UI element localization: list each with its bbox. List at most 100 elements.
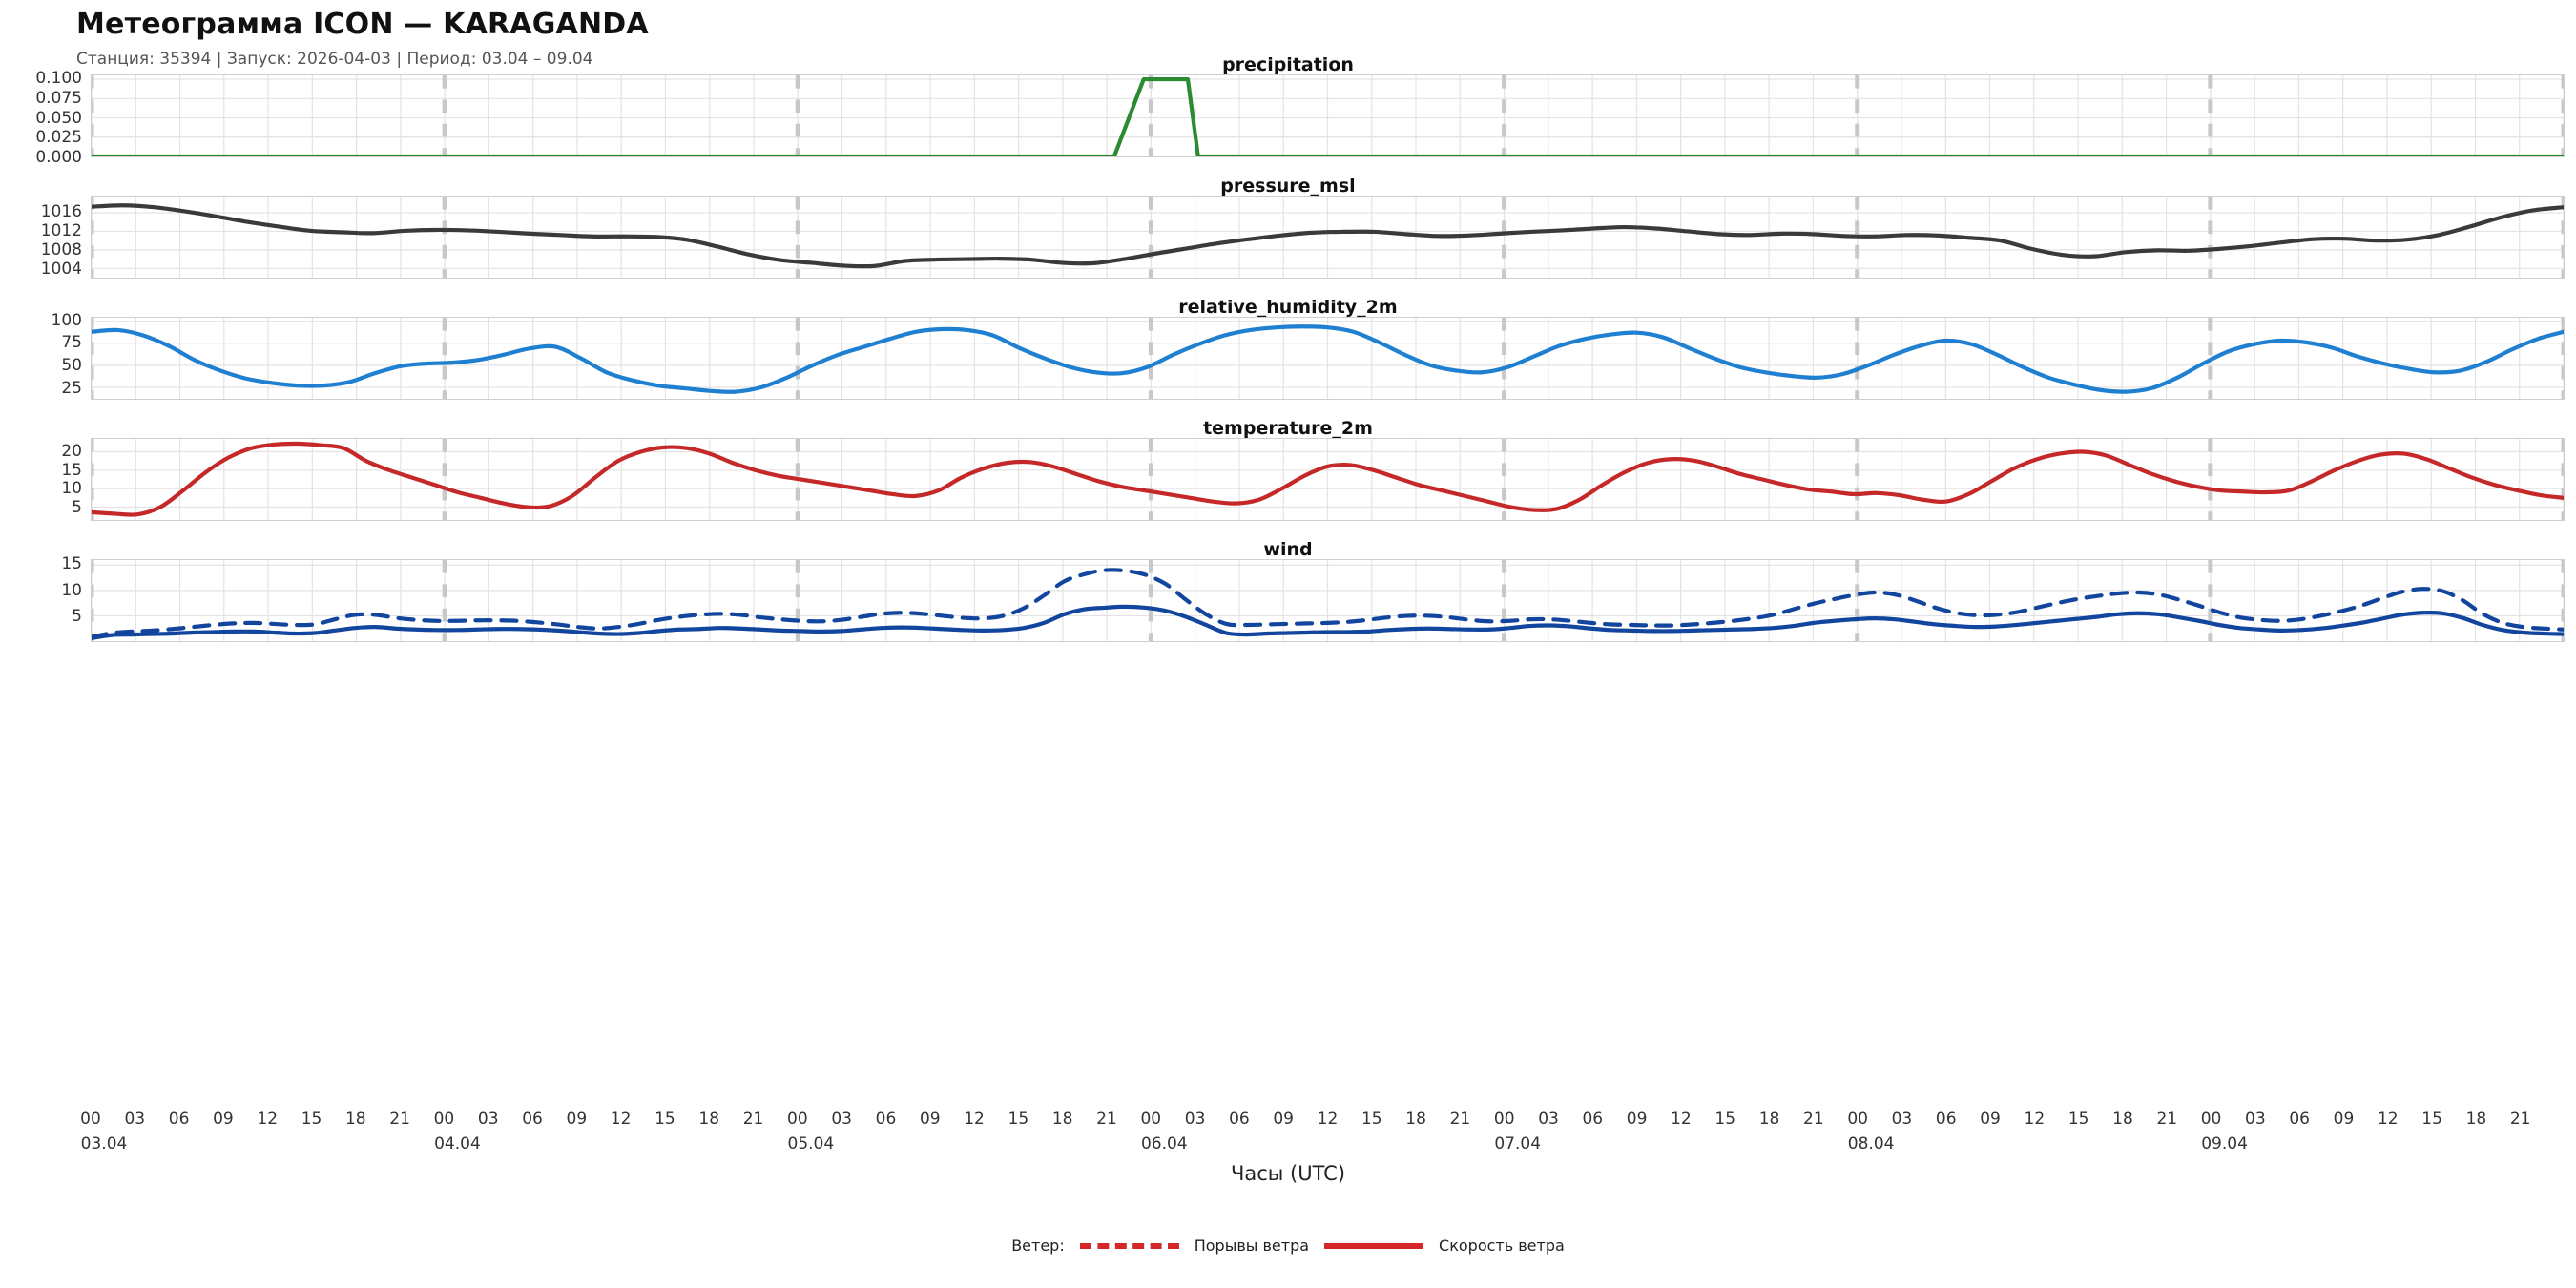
x-day-label: 07.04	[1494, 1134, 1542, 1153]
y-tick-label: 5	[72, 498, 82, 518]
x-hour-tick: 09	[566, 1110, 588, 1129]
x-hour-tick: 12	[2377, 1110, 2399, 1129]
y-tick-label: 1004	[40, 260, 82, 280]
x-hour-tick: 00	[1493, 1110, 1515, 1129]
x-axis-label: Часы (UTC)	[1230, 1162, 1346, 1185]
gust-line-swatch	[1079, 1242, 1179, 1249]
panel-title-wind: wind	[1263, 539, 1313, 560]
y-tick-label: 20	[61, 441, 82, 461]
x-hour-tick: 00	[433, 1110, 455, 1129]
x-hour-tick: 06	[2289, 1110, 2310, 1129]
x-hour-tick: 12	[610, 1110, 632, 1129]
x-hour-tick: 15	[301, 1110, 322, 1129]
speed-line-swatch	[1324, 1242, 1424, 1249]
x-hour-tick: 00	[1847, 1110, 1868, 1129]
y-tick-label: 0.000	[35, 148, 82, 167]
y-tick-label: 0.050	[35, 108, 82, 128]
x-hour-tick: 15	[1008, 1110, 1029, 1129]
y-tick-label: 50	[61, 356, 82, 376]
x-day-label: 09.04	[2201, 1134, 2248, 1153]
y-tick-label: 5	[72, 606, 82, 626]
x-day-label: 06.04	[1140, 1134, 1188, 1153]
y-tick-label: 25	[61, 378, 82, 398]
x-hour-tick: 21	[1096, 1110, 1117, 1129]
x-hour-tick: 18	[2112, 1110, 2133, 1129]
x-hour-tick: 09	[919, 1110, 941, 1129]
plot-area-temperature_2m	[91, 438, 2565, 521]
legend-prefix: Ветер:	[1011, 1236, 1065, 1255]
y-axis-pressure_msl: 1004 1008 1012 1016	[0, 196, 82, 279]
y-tick-label: 100	[51, 310, 82, 330]
panel-title-relative_humidity_2m: relative_humidity_2m	[1178, 297, 1398, 318]
x-hour-tick: 21	[2156, 1110, 2178, 1129]
x-hour-tick: 21	[1449, 1110, 1471, 1129]
x-hour-tick: 18	[2465, 1110, 2487, 1129]
x-hour-tick: 06	[1935, 1110, 1957, 1129]
x-hour-tick: 06	[522, 1110, 543, 1129]
y-tick-label: 10	[61, 580, 82, 600]
legend-speed-label: Скорость ветра	[1439, 1236, 1565, 1255]
x-hour-tick: 09	[2333, 1110, 2355, 1129]
x-hour-tick: 09	[1626, 1110, 1648, 1129]
x-day-label: 03.04	[80, 1134, 128, 1153]
page-subtitle: Станция: 35394 | Запуск: 2026-04-03 | Пе…	[76, 50, 593, 69]
plot-area-precipitation	[91, 74, 2565, 157]
y-tick-label: 1012	[40, 221, 82, 241]
x-hour-tick: 03	[831, 1110, 852, 1129]
x-hour-tick: 21	[742, 1110, 764, 1129]
x-hour-tick: 12	[257, 1110, 279, 1129]
y-tick-label: 75	[61, 333, 82, 353]
panel-title-precipitation: precipitation	[1222, 54, 1354, 75]
x-hour-tick: 12	[2024, 1110, 2046, 1129]
y-axis-temperature_2m: 5 10 15 20	[0, 438, 82, 521]
x-hour-tick: 18	[344, 1110, 366, 1129]
y-tick-label: 1008	[40, 240, 82, 260]
x-hour-tick: 06	[168, 1110, 190, 1129]
wind-legend: Ветер: Порывы ветра Скорость ветра	[0, 1236, 2576, 1255]
x-hour-tick: 03	[477, 1110, 499, 1129]
x-hour-tick: 06	[1582, 1110, 1604, 1129]
plot-area-wind	[91, 559, 2565, 642]
panel-title-temperature_2m: temperature_2m	[1203, 418, 1373, 439]
x-hour-tick: 12	[1671, 1110, 1692, 1129]
x-hour-tick: 12	[964, 1110, 985, 1129]
x-hour-tick: 06	[875, 1110, 897, 1129]
x-hour-tick: 21	[1803, 1110, 1824, 1129]
x-hour-tick: 00	[787, 1110, 808, 1129]
y-tick-label: 10	[61, 479, 82, 499]
x-hour-tick: 06	[1229, 1110, 1250, 1129]
y-axis-precipitation: 0.000 0.025 0.050 0.075 0.100	[0, 69, 82, 167]
x-hour-tick: 09	[213, 1110, 234, 1129]
x-hour-tick: 18	[1758, 1110, 1780, 1129]
y-tick-label: 0.100	[35, 69, 82, 89]
x-hour-tick: 03	[1184, 1110, 1206, 1129]
y-tick-label: 0.075	[35, 88, 82, 108]
x-hour-tick: 00	[80, 1110, 101, 1129]
x-hour-tick: 18	[1051, 1110, 1073, 1129]
x-hour-tick: 15	[654, 1110, 675, 1129]
x-hour-tick: 21	[389, 1110, 410, 1129]
x-day-label: 05.04	[787, 1134, 835, 1153]
y-tick-label: 1016	[40, 202, 82, 222]
x-hour-tick: 03	[2245, 1110, 2266, 1129]
x-hour-tick: 15	[2067, 1110, 2089, 1129]
y-tick-label: 15	[61, 554, 82, 574]
y-axis-relative_humidity_2m: 25 50 75 100	[0, 311, 82, 400]
plot-area-pressure_msl	[91, 196, 2565, 279]
x-hour-tick: 15	[1361, 1110, 1382, 1129]
x-hour-tick: 18	[1405, 1110, 1426, 1129]
x-hour-tick: 15	[2421, 1110, 2442, 1129]
x-hour-tick: 00	[1140, 1110, 1162, 1129]
y-tick-label: 15	[61, 460, 82, 480]
x-hour-tick: 15	[1714, 1110, 1736, 1129]
x-hour-tick: 03	[1538, 1110, 1559, 1129]
x-hour-tick: 09	[1273, 1110, 1295, 1129]
x-hour-tick: 03	[1891, 1110, 1913, 1129]
x-hour-tick: 21	[2509, 1110, 2531, 1129]
legend-gust-label: Порывы ветра	[1194, 1236, 1310, 1255]
y-tick-label: 0.025	[35, 128, 82, 148]
plot-area-relative_humidity_2m	[91, 317, 2565, 400]
x-hour-tick: 09	[1980, 1110, 2001, 1129]
x-hour-tick: 18	[698, 1110, 720, 1129]
